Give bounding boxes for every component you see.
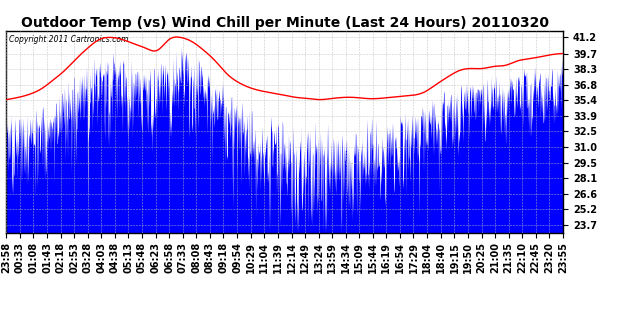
Title: Outdoor Temp (vs) Wind Chill per Minute (Last 24 Hours) 20110320: Outdoor Temp (vs) Wind Chill per Minute … <box>21 16 548 30</box>
Text: Copyright 2011 Cartronics.com: Copyright 2011 Cartronics.com <box>9 35 129 44</box>
